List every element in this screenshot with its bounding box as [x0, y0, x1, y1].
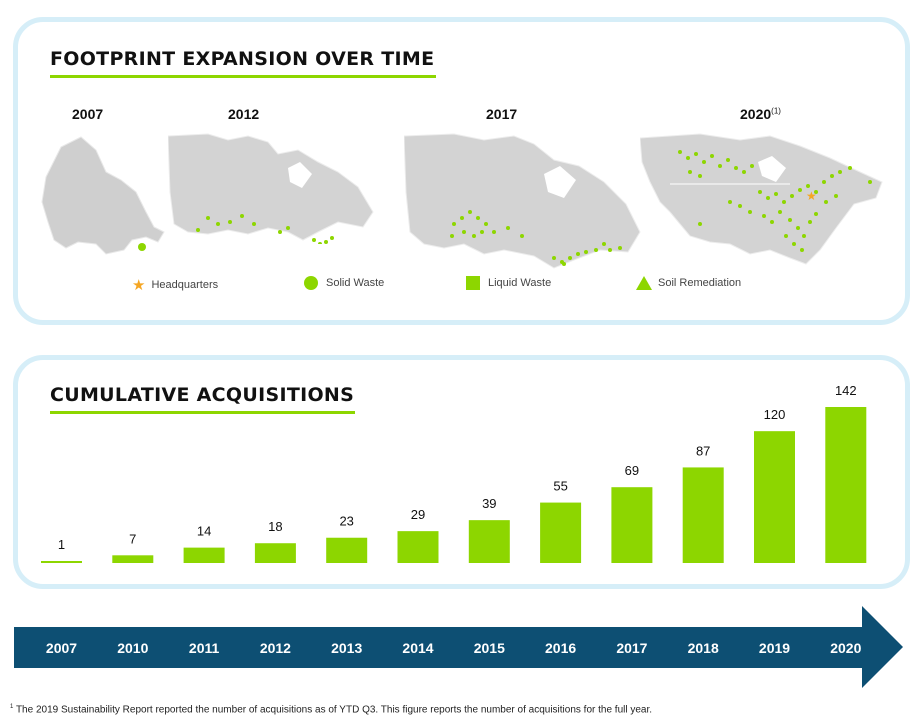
north-america-shape — [640, 133, 883, 265]
timeline-year-2018: 2018 — [688, 640, 719, 656]
bar-2016 — [540, 502, 582, 563]
data-label-2015: 39 — [482, 496, 496, 511]
map-2012 — [168, 133, 374, 244]
legend-label: Headquarters — [151, 279, 219, 291]
footprint-heading-underline — [50, 75, 436, 78]
canada-shape — [168, 133, 374, 241]
legend-label: Liquid Waste — [488, 277, 552, 289]
star-icon: ★ — [132, 277, 146, 294]
acquisitions-heading-underline — [50, 411, 355, 414]
triangle-icon — [636, 276, 652, 290]
canada-shape — [404, 133, 641, 269]
data-label-2017: 69 — [625, 463, 639, 478]
timeline-year-2015: 2015 — [474, 640, 505, 656]
map-2007 — [41, 136, 165, 255]
data-label-2007: 1 — [58, 537, 65, 552]
hudson-bay — [544, 166, 576, 198]
footnote: 1 The 2019 Sustainability Report reporte… — [10, 704, 653, 716]
hudson-bay — [758, 156, 786, 182]
data-label-2018: 87 — [696, 443, 710, 458]
data-label-2019: 120 — [764, 407, 786, 422]
map-year-2012: 2012 — [228, 106, 260, 122]
timeline-arrow-shape — [14, 606, 903, 688]
bar-2011 — [183, 547, 225, 563]
legend-label: Solid Waste — [326, 277, 385, 289]
acquisitions-heading: CUMULATIVE ACQUISITIONS — [50, 384, 355, 406]
data-label-2012: 18 — [268, 519, 282, 534]
site-markers-2020 — [678, 150, 872, 252]
timeline-year-2007: 2007 — [46, 640, 77, 656]
timeline-year-2016: 2016 — [545, 640, 576, 656]
timeline-year-2017: 2017 — [616, 640, 647, 656]
bar-2014 — [397, 531, 439, 563]
data-label-2013: 23 — [339, 514, 353, 529]
bar-2007 — [41, 561, 82, 563]
ontario-shape — [41, 136, 165, 255]
timeline-year-2012: 2012 — [260, 640, 291, 656]
data-label-2020: 142 — [835, 383, 857, 398]
map-2017 — [404, 133, 641, 269]
map-year-2017: 2017 — [486, 106, 518, 122]
timeline-year-2020: 2020 — [830, 640, 861, 656]
timeline-year-2010: 2010 — [117, 640, 148, 656]
timeline-year-2013: 2013 — [331, 640, 362, 656]
timeline-year-2014: 2014 — [402, 640, 433, 656]
headquarters-star-icon: ★ — [806, 189, 817, 203]
bar-2019 — [754, 431, 795, 563]
map-year-2020: 2020(1) — [740, 106, 781, 122]
legend-liquid-waste: Liquid Waste — [466, 276, 551, 290]
legend-soil-remediation: Soil Remediation — [636, 276, 741, 290]
circle-icon — [304, 276, 318, 290]
bar-2015 — [468, 520, 510, 563]
bar-2018 — [682, 467, 724, 563]
bar-2010 — [112, 555, 154, 563]
data-label-2011: 14 — [197, 524, 211, 539]
square-icon — [466, 276, 480, 290]
timeline-year-2019: 2019 — [759, 640, 790, 656]
data-label-2010: 7 — [129, 531, 136, 546]
site-marker — [138, 243, 146, 251]
data-label-2016: 55 — [553, 479, 567, 494]
legend-headquarters: ★ Headquarters — [132, 276, 218, 294]
data-label-2014: 29 — [411, 507, 425, 522]
site-markers-2017 — [450, 210, 622, 266]
footprint-heading: FOOTPRINT EXPANSION OVER TIME — [50, 48, 435, 70]
bar-2020 — [825, 407, 867, 563]
bar-2013 — [326, 537, 368, 563]
map-2020: ★ — [640, 133, 883, 265]
site-markers-2012 — [196, 214, 334, 244]
timeline-year-2011: 2011 — [189, 640, 220, 656]
bar-2012 — [254, 543, 296, 563]
legend-solid-waste: Solid Waste — [304, 276, 384, 290]
legend-label: Soil Remediation — [658, 277, 742, 289]
map-year-2007: 2007 — [72, 106, 104, 122]
bar-2017 — [611, 487, 653, 563]
hudson-bay — [288, 162, 312, 188]
